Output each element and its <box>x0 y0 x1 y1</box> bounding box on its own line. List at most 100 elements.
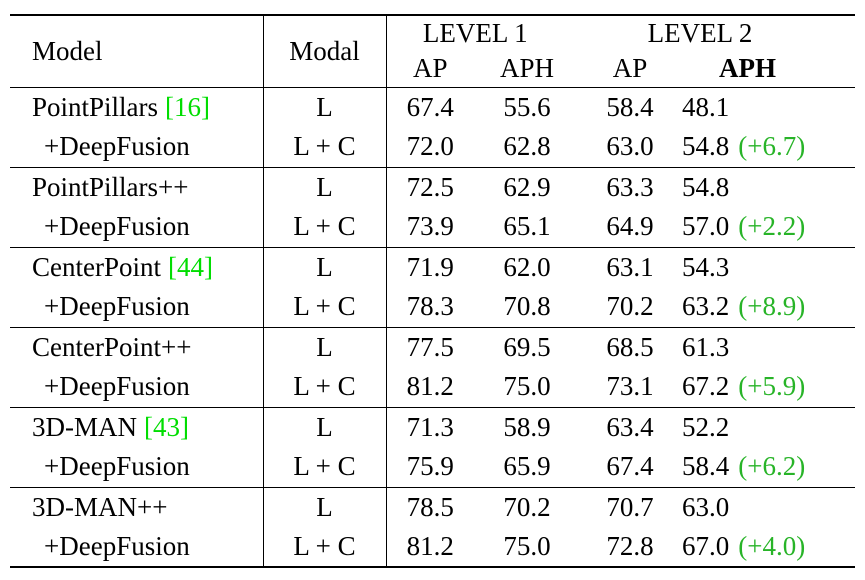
level1-aph-cell: 75.0 <box>503 531 551 561</box>
table-body: PointPillars [16] L 67.4 55.6 58.4 48.1 +… <box>10 86 855 567</box>
level2-aph-value: 61.3 <box>682 331 730 362</box>
level2-ap-cell: 58.4 <box>580 86 680 127</box>
col-header-level2: LEVEL 2 <box>647 18 753 48</box>
level1-aph-cell: 58.9 <box>474 406 580 447</box>
table-row: 3D-MAN [43] L 71.3 58.9 63.4 52.2 <box>10 406 855 447</box>
level1-ap-cell: 71.3 <box>386 406 474 447</box>
citation-link[interactable]: [16] <box>165 91 211 122</box>
modal-cell: L <box>263 246 387 287</box>
col-header-l2-ap: AP <box>580 51 680 88</box>
improvement-delta: (+5.9) <box>738 371 806 402</box>
modal-cell: L <box>263 406 387 447</box>
level2-ap-cell: 63.0 <box>606 131 654 162</box>
citation-link[interactable]: [44] <box>168 251 213 282</box>
level1-ap-cell: 72.5 <box>386 166 474 207</box>
table-row: +DeepFusion L + C 73.9 65.1 64.9 57.0 (+2… <box>10 207 855 247</box>
model-name: PointPillars <box>32 91 159 122</box>
level2-aph-value: 58.4 <box>682 451 730 482</box>
model-name: +DeepFusion <box>44 291 190 322</box>
col-header-l2-aph: APH <box>680 51 855 88</box>
table-row: PointPillars [16] L 67.4 55.6 58.4 48.1 <box>10 86 855 127</box>
level1-ap-cell: 75.9 <box>406 451 454 482</box>
citation-link[interactable]: [43] <box>144 411 189 442</box>
improvement-delta: (+6.7) <box>738 131 806 162</box>
table-row: +DeepFusion L + C 72.0 62.8 63.0 54.8 (+6… <box>10 127 855 167</box>
model-name: +DeepFusion <box>44 211 190 242</box>
table-header: Model Modal LEVEL 1 LEVEL 2 AP APH AP AP… <box>10 15 855 88</box>
improvement-delta: (+4.0) <box>738 531 806 561</box>
level2-aph-value: 54.8 <box>682 131 730 162</box>
level2-aph-value: 54.8 <box>682 171 730 202</box>
modal-cell: L + C <box>263 447 387 487</box>
level1-aph-cell: 65.1 <box>503 211 551 242</box>
header-row-levels: Model Modal LEVEL 1 LEVEL 2 <box>10 15 855 87</box>
level1-aph-cell: 55.6 <box>474 86 580 127</box>
model-name: PointPillars++ <box>32 171 189 202</box>
improvement-delta: (+2.2) <box>738 211 806 242</box>
level2-aph-value: 67.0 <box>682 531 730 561</box>
level1-ap-cell: 67.4 <box>386 86 474 127</box>
level2-ap-cell: 63.4 <box>580 406 680 447</box>
results-table: Model Modal LEVEL 1 LEVEL 2 AP APH AP AP… <box>10 14 855 568</box>
level2-aph-value: 52.2 <box>682 411 730 442</box>
level2-ap-cell: 67.4 <box>606 451 654 482</box>
level1-ap-cell: 81.2 <box>406 371 454 402</box>
level2-aph-value: 48.1 <box>682 91 730 122</box>
model-name: +DeepFusion <box>44 371 190 402</box>
table-row: +DeepFusion L + C 78.3 70.8 70.2 63.2 (+8… <box>10 287 855 327</box>
modal-cell: L + C <box>263 367 387 407</box>
level1-ap-cell: 72.0 <box>406 131 454 162</box>
level2-aph-value: 54.3 <box>682 251 730 282</box>
level2-aph-value: 63.2 <box>682 291 730 322</box>
table-row: +DeepFusion L + C 75.9 65.9 67.4 58.4 (+6… <box>10 447 855 487</box>
table-row: 3D-MAN++ L 78.5 70.2 70.7 63.0 <box>10 486 855 527</box>
level1-aph-cell: 62.0 <box>474 246 580 287</box>
level1-ap-cell: 73.9 <box>406 211 454 242</box>
level2-ap-cell: 68.5 <box>580 326 680 367</box>
table-row: CenterPoint++ L 77.5 69.5 68.5 61.3 <box>10 326 855 367</box>
model-name: +DeepFusion <box>44 131 190 162</box>
level1-aph-cell: 65.9 <box>503 451 551 482</box>
table-row: PointPillars++ L 72.5 62.9 63.3 54.8 <box>10 166 855 207</box>
level1-ap-cell: 78.5 <box>386 486 474 527</box>
modal-cell: L + C <box>263 127 387 167</box>
level1-aph-cell: 70.2 <box>474 486 580 527</box>
col-header-modal: Modal <box>263 15 387 87</box>
modal-cell: L <box>263 86 387 127</box>
level1-aph-cell: 62.8 <box>503 131 551 162</box>
level1-ap-cell: 71.9 <box>386 246 474 287</box>
level2-aph-value: 63.0 <box>682 491 730 522</box>
table-row: +DeepFusion L + C 81.2 75.0 73.1 67.2 (+5… <box>10 367 855 407</box>
level1-ap-cell: 78.3 <box>406 291 454 322</box>
level2-ap-cell: 72.8 <box>606 531 654 561</box>
modal-cell: L <box>263 166 387 207</box>
level1-ap-cell: 77.5 <box>386 326 474 367</box>
level2-ap-cell: 63.1 <box>580 246 680 287</box>
col-header-model: Model <box>10 15 264 87</box>
level2-ap-cell: 63.3 <box>580 166 680 207</box>
modal-cell: L <box>263 486 387 527</box>
model-name: CenterPoint <box>32 251 161 282</box>
level1-aph-cell: 62.9 <box>474 166 580 207</box>
col-header-l1-aph: APH <box>474 51 580 88</box>
improvement-delta: (+8.9) <box>738 291 806 322</box>
col-header-level1: LEVEL 1 <box>422 18 528 48</box>
level2-aph-value: 57.0 <box>682 211 730 242</box>
level2-ap-cell: 70.7 <box>580 486 680 527</box>
table-row: +DeepFusion L + C 81.2 75.0 72.8 67.0 (+4… <box>10 527 855 567</box>
col-header-l1-ap: AP <box>386 51 474 88</box>
results-table-container: Model Modal LEVEL 1 LEVEL 2 AP APH AP AP… <box>10 14 855 568</box>
level2-ap-cell: 73.1 <box>606 371 654 402</box>
level2-ap-cell: 70.2 <box>606 291 654 322</box>
model-name: 3D-MAN <box>32 411 137 442</box>
modal-cell: L + C <box>263 527 387 567</box>
header-row-metrics: AP APH AP APH <box>10 51 855 88</box>
level2-ap-cell: 64.9 <box>606 211 654 242</box>
modal-cell: L + C <box>263 207 387 247</box>
level2-aph-value: 67.2 <box>682 371 730 402</box>
level1-ap-cell: 81.2 <box>406 531 454 561</box>
model-name: CenterPoint++ <box>32 331 192 362</box>
model-name: +DeepFusion <box>44 451 190 482</box>
level1-aph-cell: 75.0 <box>503 371 551 402</box>
modal-cell: L + C <box>263 287 387 327</box>
